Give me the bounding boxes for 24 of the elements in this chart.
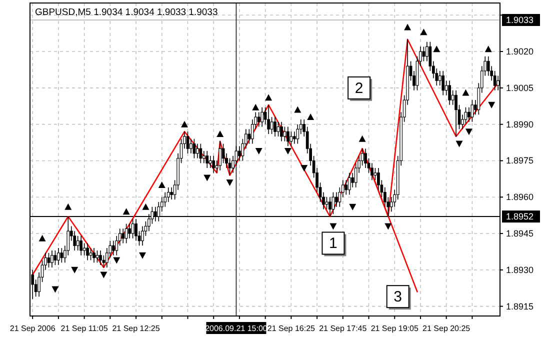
numbered-box: 1	[322, 232, 346, 256]
text: GBPUSD,M5 1.9034 1.9034 1.9033 1.9033	[35, 7, 218, 18]
x-tick-label: 21 Sep 17:45	[319, 324, 368, 333]
x-tick-label: 21 Sep 20:25	[422, 324, 471, 333]
y-tick-label: 1.8975	[506, 156, 534, 166]
x-tick-label: 21 Sep 12:25	[112, 324, 160, 333]
y-tick-label: 1.8930	[506, 264, 534, 275]
y-tick-label: 1.8960	[506, 192, 534, 202]
y-tick-label: 1.8945	[506, 228, 534, 239]
y-tick-label: 1.8990	[506, 119, 534, 130]
ref-line-label: 1.8952	[506, 212, 534, 222]
ref-line-label: 1.9033	[506, 14, 534, 25]
x-tick-label: 21 Sep 19:05	[370, 324, 419, 333]
y-tick-label: 1.8915	[506, 301, 534, 312]
numbered-box: 2	[348, 76, 372, 101]
numbered-box: 3	[386, 285, 411, 310]
x-tick-label: 21 Sep 2006	[10, 324, 56, 333]
y-tick-label: 1.9020	[506, 46, 534, 57]
annotation: 3	[394, 288, 402, 306]
annotation: 2	[354, 80, 364, 97]
y-tick-label: 1.9005	[506, 82, 534, 93]
annotation: 1	[329, 235, 338, 252]
x-tick-label: 21 Sep 11:05	[60, 324, 108, 333]
x-tick-label: 21 Sep 16:25	[267, 324, 316, 333]
